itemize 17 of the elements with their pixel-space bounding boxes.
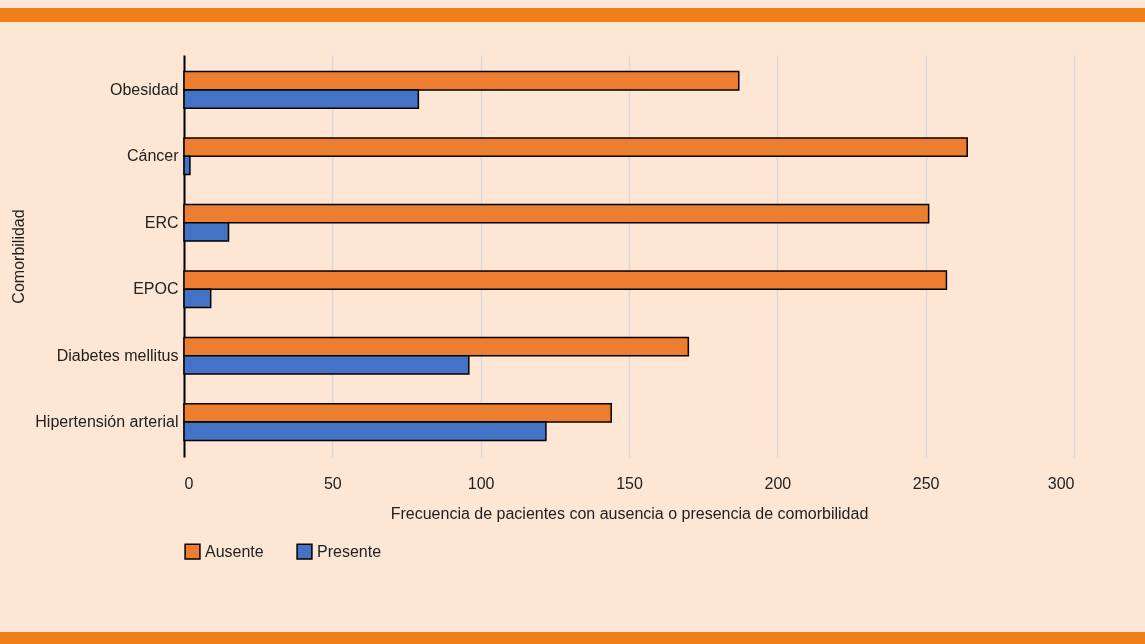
y-tick-label: ERC [144,213,179,231]
y-axis-title: Comorbilidad [10,209,28,304]
y-tick-label: Obesidad [110,80,179,98]
y-tick-label: Diabetes mellitus [56,346,179,364]
x-tick-label: 150 [616,474,643,492]
y-tick-label: Cáncer [126,147,180,165]
x-tick-label: 200 [764,474,792,492]
y-tick-label: EPOC [133,280,179,298]
x-tick-label: 300 [1047,474,1075,492]
legend-label: Ausente [205,542,264,560]
y-tick-label: Hipertensión arterial [35,413,179,431]
x-axis-title: Frecuencia de pacientes con ausencia o presencia de comorbilidad [390,504,869,522]
x-tick-label: 100 [467,474,495,492]
x-tick-label: 250 [912,474,940,492]
x-tick-label: 0 [184,474,194,492]
x-tick-label: 50 [323,474,342,492]
legend-label: Presente [317,542,382,560]
